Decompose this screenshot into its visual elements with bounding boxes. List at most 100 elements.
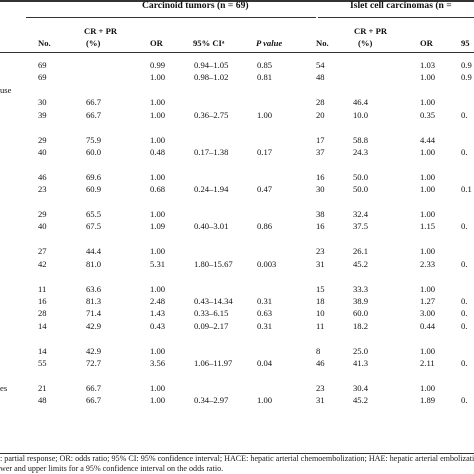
cell-ci-islet: 0. [461,358,468,368]
cell-or: 0.99 [150,60,166,70]
cell-no: 11 [38,284,47,294]
cell-ci-islet: 0.9 [461,60,472,70]
cell-p: 0.85 [257,60,273,70]
cell-ci: 0.17–1.38 [194,147,229,157]
cell-no: 55 [38,358,47,368]
cell-or: 1.09 [150,221,166,231]
cell-no-islet: 17 [316,135,325,145]
cell-ci: 1.06–11.97 [194,358,233,368]
footnote-ci: wer and upper limits for a 95% confidenc… [0,464,224,473]
cell-ci-islet: 0. [461,110,468,120]
cell-crpr: 60.0 [86,147,102,157]
cell-no: 16 [38,296,47,306]
cell-or-islet: 2.33 [420,259,436,269]
group-rule-islet [318,17,474,18]
group-title-islet: Islet cell carcinomas (n = [350,0,452,11]
cell-or: 1.00 [150,72,166,82]
cell-or-islet: 0.44 [420,321,436,331]
cell-no-islet: 10 [316,308,325,318]
cell-ci-islet: 0. [461,308,468,318]
cell-no-islet: 30 [316,184,325,194]
cell-or: 1.00 [150,110,166,120]
cell-no: 30 [38,97,47,107]
cell-p: 1.00 [257,395,273,405]
group-rule-carcinoid [26,17,316,18]
cell-crpr: 71.4 [86,308,102,318]
cell-no-islet: 31 [316,395,325,405]
cell-or-islet: 1.00 [420,284,436,294]
cell-crpr: 60.9 [86,184,102,194]
cell-crpr-islet: 30.4 [353,383,369,393]
cell-no: 69 [38,60,47,70]
cell-crpr: 42.9 [86,346,102,356]
cell-ci: 0.94–1.05 [194,60,229,70]
cell-crpr-islet: 32.4 [353,209,369,219]
cell-or: 0.68 [150,184,166,194]
cell-p: 0.63 [257,308,273,318]
cell-no-islet: 8 [316,346,321,356]
cell-or-islet: 3.00 [420,308,436,318]
col-header-crpr-islet-line2: (%) [358,38,373,48]
cell-or-islet: 1.03 [420,60,436,70]
cell-ci-islet: 0.1 [461,184,472,194]
cell-or: 1.00 [150,383,166,393]
cell-crpr-islet: 50.0 [353,184,369,194]
cell-or: 1.00 [150,135,166,145]
cell-no-islet: 20 [316,110,325,120]
cell-or-islet: 0.35 [420,110,436,120]
cell-crpr: 75.9 [86,135,102,145]
cell-ci: 0.34–2.97 [194,395,229,405]
cell-crpr-islet: 37.5 [353,221,369,231]
cell-or-islet: 1.00 [420,147,436,157]
bottom-rule [0,453,474,454]
cell-no: 40 [38,147,47,157]
cell-crpr: 69.6 [86,172,102,182]
col-header-or: OR [150,38,163,48]
cell-ci: 0.33–6.15 [194,308,229,318]
cell-or: 5.31 [150,259,166,269]
cell-or-islet: 1.15 [420,221,436,231]
cell-no: 29 [38,209,47,219]
cell-or: 1.00 [150,284,166,294]
cell-crpr-islet: 24.3 [353,147,369,157]
cell-or-islet: 1.00 [420,172,436,182]
cell-no-islet: 31 [316,259,325,269]
cell-or-islet: 1.27 [420,296,436,306]
cell-ci: 0.40–3.01 [194,221,229,231]
col-header-crpr-islet-line1: CR + PR [354,26,388,36]
cell-or-islet: 1.89 [420,395,436,405]
cell-crpr-islet: 26.1 [353,246,369,256]
cell-ci: 0.43–14.34 [194,296,233,306]
col-header-ci-islet: 95 [461,38,470,48]
cell-crpr: 67.5 [86,221,102,231]
cell-p: 0.003 [257,259,277,269]
col-header-no-islet: No. [316,38,329,48]
cell-ci: 0.36–2.75 [194,110,229,120]
cell-ci: 0.24–1.94 [194,184,229,194]
cell-no: 40 [38,221,47,231]
cell-crpr: 81.0 [86,259,102,269]
row-label: use [0,85,12,95]
cell-crpr: 66.7 [86,383,102,393]
cell-crpr-islet: 25.0 [353,346,369,356]
cell-no: 69 [38,72,47,82]
cell-or-islet: 1.00 [420,246,436,256]
cell-no-islet: 23 [316,246,325,256]
cell-crpr-islet: 33.3 [353,284,369,294]
cell-or: 3.56 [150,358,166,368]
cell-crpr: 44.4 [86,246,102,256]
cell-ci-islet: 0.9 [461,72,472,82]
cell-no-islet: 38 [316,209,325,219]
cell-or-islet: 2.11 [420,358,435,368]
cell-or-islet: 1.00 [420,72,436,82]
cell-ci: 0.98–1.02 [194,72,229,82]
col-header-or-islet: OR [420,38,433,48]
cell-p: 0.04 [257,358,273,368]
cell-crpr: 66.7 [86,110,102,120]
cell-or: 1.00 [150,97,166,107]
cell-no-islet: 54 [316,60,325,70]
cell-or: 1.00 [150,172,166,182]
cell-p: 0.17 [257,147,273,157]
col-header-p: P value [256,38,283,48]
